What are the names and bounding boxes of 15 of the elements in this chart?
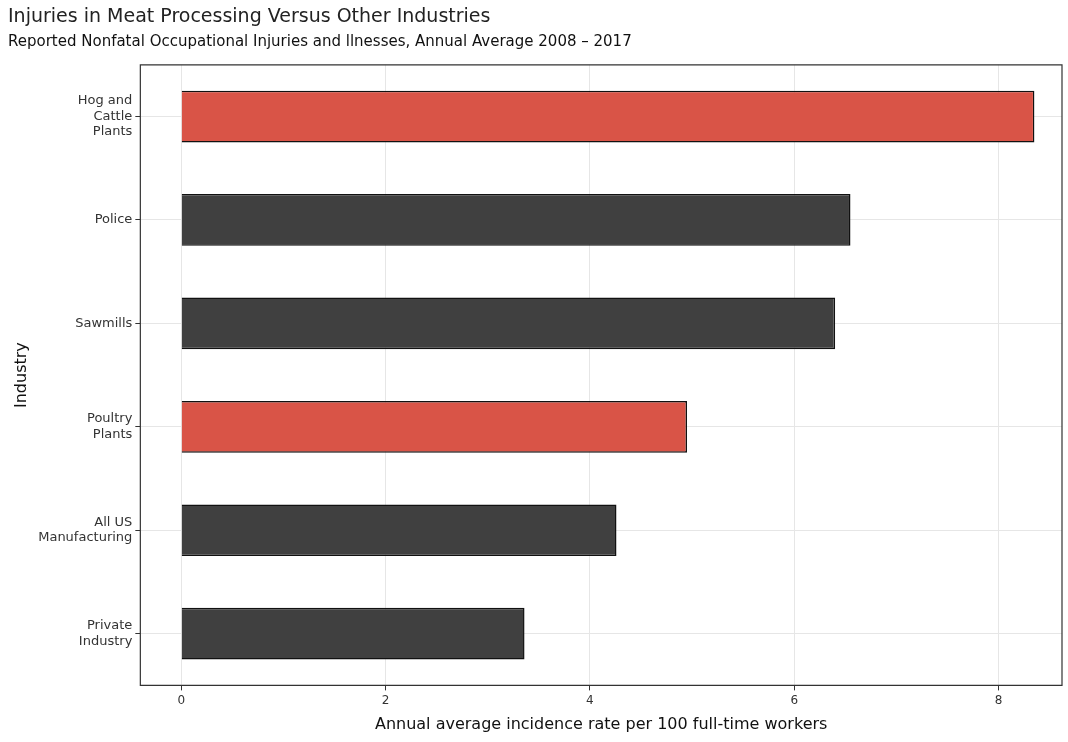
y-axis-title: Industry	[10, 342, 30, 409]
x-tick-label: 0	[177, 692, 186, 707]
x-tick-label: 2	[381, 692, 390, 707]
y-tick-label: Police	[94, 211, 133, 227]
y-tick-label: Private Industry	[78, 617, 133, 648]
y-tick-label: Poultry Plants	[87, 410, 133, 441]
x-axis-title: Annual average incidence rate per 100 full-time workers	[374, 713, 828, 733]
chart-subtitle: Reported Nonfatal Occupational Injuries and llnesses, Annual Average 2008 – 2017	[8, 31, 632, 50]
y-tick-label: Hog and Cattle Plants	[77, 92, 133, 139]
x-tick-label: 4	[586, 692, 594, 707]
y-tick-label: Sawmills	[75, 314, 133, 330]
x-tick-label: 8	[994, 692, 1003, 707]
chart-title: Injuries in Meat Processing Versus Other Industries	[8, 4, 491, 27]
x-tick-label: 6	[790, 692, 799, 707]
y-tick-label: All US Manufacturing	[38, 513, 133, 545]
